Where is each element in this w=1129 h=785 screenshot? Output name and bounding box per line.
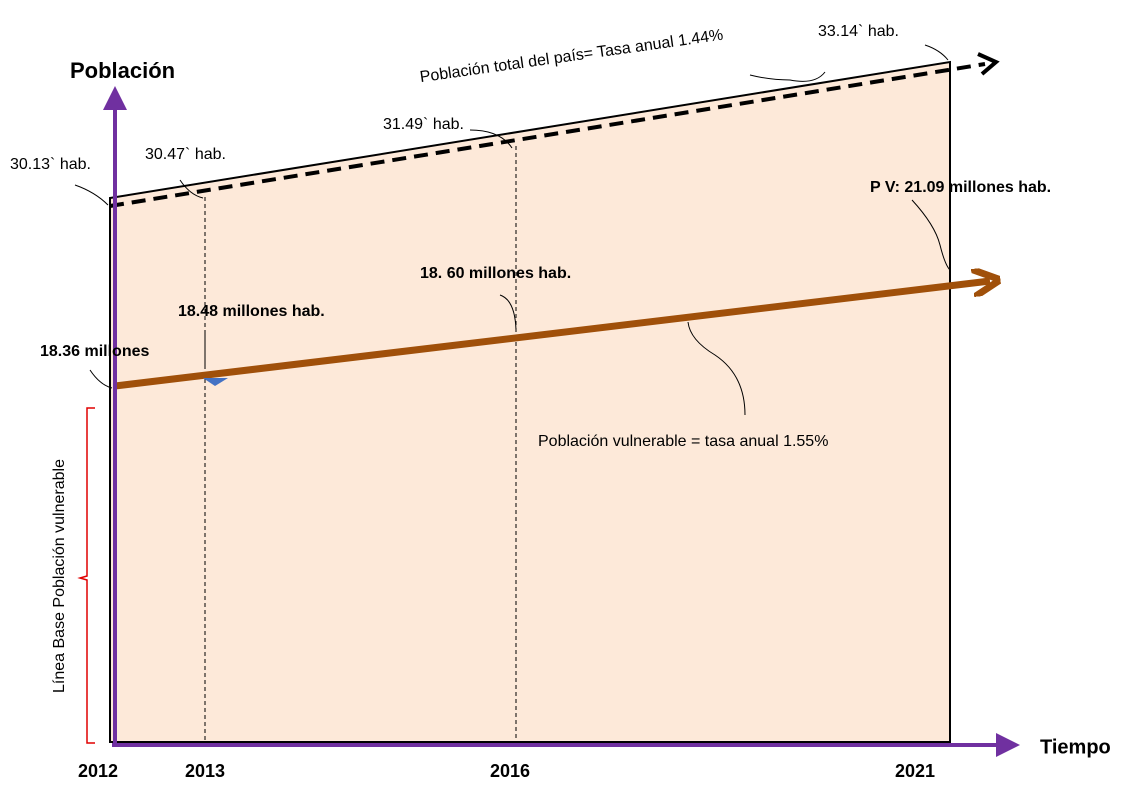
year: 2012: [78, 761, 118, 781]
total-line: [109, 62, 986, 208]
area: [109, 60, 951, 743]
x-axis-label: Tiempo: [1040, 736, 1111, 758]
vulnerable-line: [114, 281, 990, 390]
vulnerable-label: P V: 21.09 millones hab.: [870, 179, 1051, 196]
vulnerable-label: 18. 60 millones hab.: [420, 265, 571, 282]
leaders: [74, 44, 951, 416]
year: 2021: [895, 761, 935, 781]
y-axis-label: Población: [70, 58, 175, 83]
baseline-label: Línea Base Población vulnerable: [51, 459, 68, 693]
year: 2013: [185, 761, 225, 781]
year: 2016: [490, 761, 530, 781]
bracket: [77, 407, 95, 744]
total-rate: Población total del país= Tasa anual 1.4…: [419, 27, 725, 86]
total-label: 30.47` hab.: [145, 146, 226, 163]
marker: [203, 378, 228, 386]
vulnerable-label: 18.48 millones hab.: [178, 303, 325, 320]
total-label: 33.14` hab.: [818, 23, 899, 40]
total-label: 30.13` hab.: [10, 156, 91, 173]
vulnerable-label: 18.36 millones: [40, 343, 149, 360]
total-label: 31.49` hab.: [383, 116, 464, 133]
vulnerable-rate: Población vulnerable = tasa anual 1.55%: [538, 433, 828, 450]
total-arrow: [977, 52, 1000, 76]
